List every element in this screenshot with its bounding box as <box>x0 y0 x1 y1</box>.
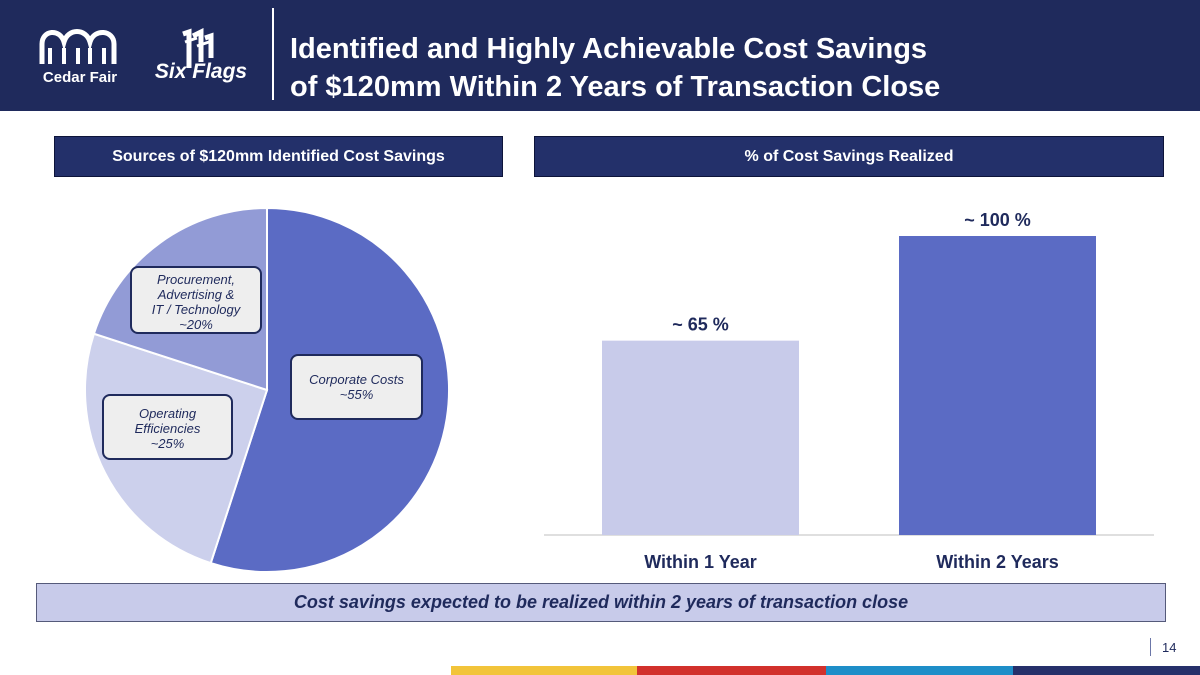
pie-label-corporate: Corporate Costs ~55% <box>290 354 423 420</box>
bar-category-label-2: Within 2 Years <box>936 552 1059 572</box>
footer-note: Cost savings expected to be realized wit… <box>36 583 1166 622</box>
page-title: Identified and Highly Achievable Cost Sa… <box>290 30 1170 106</box>
header-banner: Cedar Fair Six Flags Identified and High… <box>0 0 1200 111</box>
pie-panel-title: Sources of $120mm Identified Cost Saving… <box>54 136 503 177</box>
bar-panel-title: % of Cost Savings Realized <box>534 136 1164 177</box>
brand-stripe-blue <box>826 666 1013 675</box>
svg-text:Six Flags: Six Flags <box>155 60 247 83</box>
bar-1 <box>602 340 799 535</box>
page-number: 14 <box>1162 640 1177 655</box>
pie-label-procurement-line: IT / Technology <box>151 302 241 317</box>
pie-label-corporate-value: ~55% <box>339 387 374 402</box>
pie-label-operating-line: Operating <box>138 406 197 421</box>
bar-2 <box>899 236 1096 535</box>
pie-label-procurement-line: Procurement, <box>156 272 236 287</box>
savings-realized-bar-chart: ~ 65 % Within 1 Year ~ 100 % Within 2 Years <box>544 210 1154 572</box>
title-line-1: Identified and Highly Achievable Cost Sa… <box>290 33 928 65</box>
six-flags-logo: Six Flags <box>155 28 247 83</box>
pie-label-corporate-line: Corporate Costs <box>309 372 404 387</box>
pie-label-procurement-value: ~20% <box>179 317 213 332</box>
brand-stripe-red <box>637 666 826 675</box>
header-divider <box>272 8 274 100</box>
bar-category-label-1: Within 1 Year <box>644 552 757 572</box>
pie-label-operating-line: Efficiencies <box>134 421 201 436</box>
svg-text:Cedar Fair: Cedar Fair <box>43 69 117 86</box>
page-number-divider <box>1150 638 1151 656</box>
pie-label-procurement: Procurement, Advertising & IT / Technolo… <box>130 266 262 334</box>
bar-value-label-2: ~ 100 % <box>964 210 1031 230</box>
brand-stripe-yellow <box>451 666 637 675</box>
title-line-2: of $120mm Within 2 Years of Transaction … <box>290 71 941 103</box>
cedar-fair-logo: Cedar Fair <box>39 29 117 86</box>
pie-label-operating: Operating Efficiencies ~25% <box>102 394 233 460</box>
bar-value-label-1: ~ 65 % <box>672 315 729 335</box>
pie-label-procurement-line: Advertising & <box>157 287 235 302</box>
pie-label-operating-value: ~25% <box>150 436 185 451</box>
brand-stripe-navy <box>1013 666 1200 675</box>
